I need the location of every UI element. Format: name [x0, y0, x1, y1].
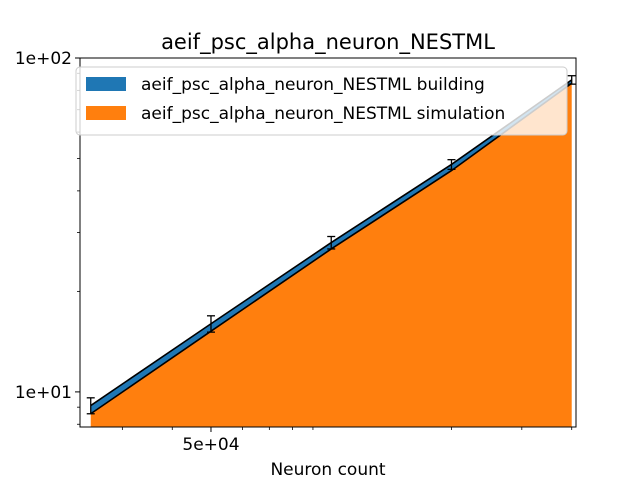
error-bar	[327, 235, 336, 250]
legend-swatch	[86, 77, 126, 91]
y-tick-label: 1e+02	[15, 49, 72, 69]
y-tick-label: 1e+01	[15, 383, 72, 403]
x-tick-label: 5e+04	[182, 435, 239, 455]
error-bar	[86, 397, 95, 415]
legend-box	[75, 66, 568, 136]
legend-label: aeif_psc_alpha_neuron_NESTML simulation	[141, 104, 505, 124]
error-bar	[447, 159, 456, 170]
error-bar	[206, 315, 215, 333]
chart-title: aeif_psc_alpha_neuron_NESTML	[161, 30, 495, 55]
simulation-area	[90, 83, 572, 427]
legend-swatch	[86, 106, 126, 120]
legend-label: aeif_psc_alpha_neuron_NESTML building	[141, 75, 485, 95]
x-axis-label: Neuron count	[270, 460, 385, 480]
legend: aeif_psc_alpha_neuron_NESTML building aei…	[75, 66, 568, 136]
axes-frame	[79, 57, 577, 428]
error-bar	[567, 75, 576, 85]
